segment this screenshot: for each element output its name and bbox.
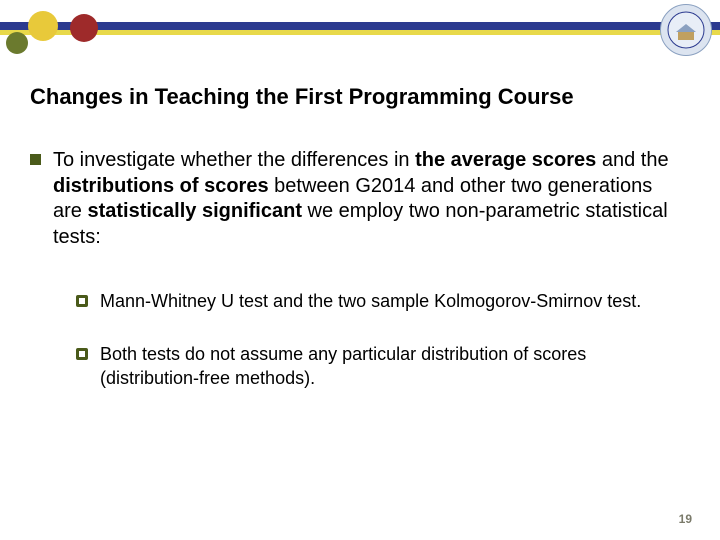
text-bold: statistically significant (87, 200, 302, 222)
text-bold: distributions of scores (53, 175, 269, 197)
university-logo (660, 4, 712, 56)
main-bullet: To investigate whether the differences i… (30, 148, 670, 250)
main-bullet-text: To investigate whether the differences i… (53, 148, 670, 250)
text-segment: and the (596, 149, 668, 171)
blue-bar (0, 22, 720, 30)
sub-bullet-item: Mann-Whitney U test and the two sample K… (76, 290, 670, 313)
sub-bullet-text: Both tests do not assume any particular … (100, 343, 670, 390)
decor-circle-yellow (28, 11, 58, 41)
bullet-ring-icon (76, 348, 88, 360)
sub-bullet-list: Mann-Whitney U test and the two sample K… (76, 290, 670, 420)
bullet-square-icon (30, 154, 41, 165)
sub-bullet-item: Both tests do not assume any particular … (76, 343, 670, 390)
text-segment: To investigate whether the differences i… (53, 149, 415, 171)
decor-circle-green (6, 32, 28, 54)
bullet-ring-icon (76, 295, 88, 307)
text-bold: the average scores (415, 149, 596, 171)
header-decoration (0, 0, 720, 48)
page-number: 19 (679, 512, 692, 526)
decor-circle-red (70, 14, 98, 42)
slide-title: Changes in Teaching the First Programmin… (30, 84, 574, 110)
yellow-bar (0, 30, 720, 35)
sub-bullet-text: Mann-Whitney U test and the two sample K… (100, 290, 641, 313)
